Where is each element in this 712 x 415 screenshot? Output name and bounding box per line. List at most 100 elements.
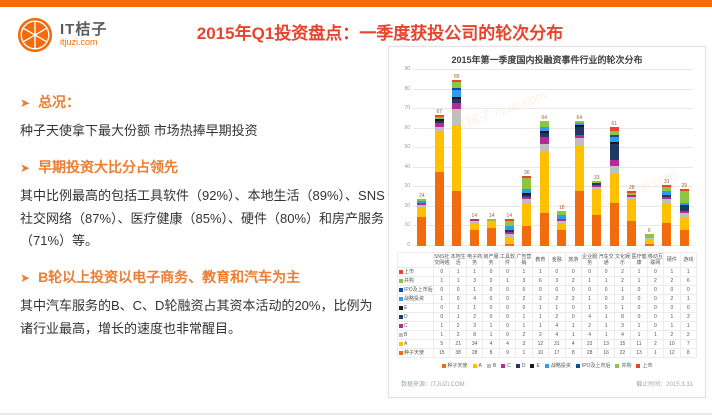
bar-segment [557,214,567,219]
legend-swatch-icon [399,278,403,283]
table-cell: 0 [646,285,665,295]
bar-segment [644,238,654,241]
legend-swatch-icon [515,363,520,368]
bar-segment [679,203,689,205]
table-cell: 0 [482,312,500,322]
bar-stack [574,120,584,246]
legend-swatch-icon [399,332,403,337]
y-tick-label: 50 [404,144,410,151]
bar-segment [679,191,689,203]
table-row: IPO及上市后 0 0 1 0 0 0 0 0 0 0 0 1 0 0 0 0 [397,285,698,295]
bar-segment [522,189,532,194]
table-cell: 1 [613,285,632,295]
table-cell: 3 [465,276,484,286]
bar-segment [469,220,479,223]
table-cell: 3 [613,321,632,331]
table-cell: 4 [613,330,632,340]
table-cell: 1 [597,330,615,340]
bar-segment [504,230,514,233]
bar-segment [574,146,584,192]
bar-column: 31 [658,70,676,246]
bar-segment [592,187,602,190]
bar-segment [539,136,549,145]
table-cell: 0 [449,294,467,304]
bar-stack [469,218,479,246]
page-title: 2015年Q1投资盘点：一季度获投公司的轮次分布 [196,24,564,43]
legend-item: C [501,363,511,369]
bar-segment [417,204,427,207]
table-cell: 0 [548,285,566,295]
bar-segment [679,204,689,211]
gridline [413,166,693,168]
round-row-label: 上市 [397,267,434,277]
table-cell: 0 [663,285,681,295]
logo-text: IT桔子 itjuzi.com [60,22,107,47]
bar-segment [469,222,479,231]
table-cell: 2 [679,330,698,340]
industry-column-header: 游戏 [679,252,698,268]
itjuzi-logo: IT桔子 itjuzi.com [16,16,107,54]
bar-segment [504,232,514,235]
table-cell: 0 [630,312,648,322]
bar-segment [522,195,532,198]
y-tick-label: 70 [404,105,410,112]
legend-item-label: C [507,362,511,369]
table-cell: 1 [630,276,648,286]
table-cell: 1 [531,303,550,313]
legend-item-label: D [521,362,526,369]
table-cell: 22 [613,348,632,358]
orange-fruit-icon [17,17,53,53]
table-cell: 1 [597,312,615,322]
industry-column-header: 移动互联网 [646,252,665,268]
legend-swatch-icon [486,363,491,368]
table-cell: 1 [630,330,648,340]
bar-total-label: 31 [663,179,670,186]
table-row: A 5 21 34 4 4 3 12 31 4 23 13 15 11 2 10 7 [397,339,698,349]
bar-column: 67 [431,70,449,246]
bar-stack [679,189,689,246]
legend-item-label: A [478,362,482,369]
table-cell: 0 [646,321,665,331]
legend-swatch-icon [472,363,477,368]
industry-column-header: 工具软件 [498,252,517,268]
data-deadline-label: 截止时间：2015.3.31 [636,382,693,388]
bar-column: 18 [553,70,571,246]
gridline [413,147,693,149]
table-cell: 2 [564,276,582,286]
industry-column-header: 文化娱乐 [613,252,632,268]
bar-column: 6 [641,70,659,246]
table-cell: 2 [515,330,533,340]
table-cell: 2 [646,276,665,286]
industry-column-header: SNS社交网络 [432,252,451,268]
table-cell: 12 [663,348,681,358]
bar-stack [592,181,602,246]
bar-segment [557,220,567,223]
section-body-late-stage: 其中汽车服务的B、C、D轮融资占其资本活动的20%，比例为诸行业最高，增长的速度… [20,298,373,336]
bar-segment [539,144,549,153]
bar-segment [434,115,444,117]
table-cell: 0 [432,267,451,277]
bullet-arrow-icon: ➤ [20,96,31,110]
table-cell: 0 [498,294,517,304]
section-heading-overview: ➤ 总况： [20,92,385,112]
table-cell: 2 [548,312,566,322]
bar-segment [522,203,532,227]
legend-swatch-icon [544,363,549,368]
bar-segment [592,189,602,215]
bar-segment [452,89,462,98]
gridline [413,205,693,207]
summary-column: ➤ 总况： 种子天使拿下最大份额 市场热捧早期投资 ➤ 早期投资大比分占领先 其… [20,78,385,347]
table-cell: 0 [432,285,451,295]
bar-segment [644,240,654,245]
bar-segment [539,126,549,131]
legend-item-label: 并购 [621,363,632,369]
table-cell: 1 [531,267,550,277]
table-cell: 0 [482,303,500,313]
bar-segment [627,199,637,221]
chart-legend: 种子天使 A B C D E 战略投资 IPO及上市后 并购 上市 [397,362,697,369]
legend-swatch-icon [399,314,403,319]
table-cell: 2 [515,294,533,304]
round-row-label: E [397,303,434,313]
